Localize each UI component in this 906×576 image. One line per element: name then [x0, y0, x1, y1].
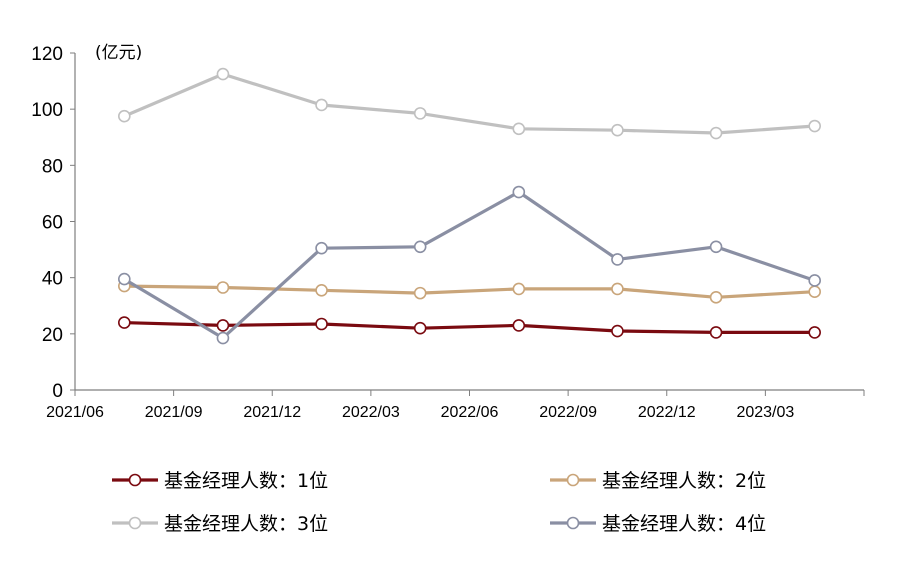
- x-tick-label: 2022/09: [539, 404, 597, 421]
- data-point: [611, 253, 624, 266]
- y-tick-label: 20: [42, 325, 63, 346]
- series-line: [124, 284, 815, 299]
- chart-axes: 0 20 40 60 80 100 120 2021/06 2021/09 2021/12 2022…: [31, 44, 865, 421]
- x-tick-label: 2022/06: [441, 404, 499, 421]
- data-point: [216, 331, 230, 345]
- data-point: [315, 98, 328, 112]
- x-tick-label: 2021/09: [145, 404, 203, 421]
- data-point: [512, 282, 526, 296]
- data-point: [413, 286, 427, 300]
- data-point: [611, 324, 624, 338]
- legend-label: 基金经理人数：1位: [164, 470, 328, 492]
- y-tick-label: 0: [52, 381, 63, 402]
- series-3: [118, 67, 821, 140]
- x-tick-label: 2021/12: [243, 404, 301, 421]
- legend-swatch-marker: [128, 473, 142, 487]
- x-tick-label: 2022/12: [638, 404, 696, 421]
- data-point: [808, 119, 821, 133]
- legend-item: 基金经理人数：1位: [112, 470, 328, 492]
- legend-swatch-marker: [566, 516, 580, 530]
- data-point: [413, 107, 427, 120]
- y-axis-unit-label: (亿元): [95, 43, 142, 63]
- data-point: [808, 326, 821, 339]
- data-point: [808, 274, 821, 287]
- data-point: [315, 317, 328, 331]
- series-4: [118, 185, 821, 345]
- data-point: [709, 326, 723, 339]
- y-tick-label: 40: [42, 269, 63, 290]
- data-point: [413, 240, 427, 254]
- y-tick-label: 80: [42, 156, 63, 177]
- data-point: [216, 67, 230, 81]
- data-point: [216, 281, 230, 294]
- data-point: [709, 291, 723, 304]
- data-point: [216, 319, 230, 332]
- data-point: [512, 319, 526, 332]
- x-tick-label: 2023/03: [736, 404, 794, 421]
- data-point: [611, 123, 624, 137]
- data-point: [709, 240, 723, 254]
- data-point: [315, 284, 328, 297]
- data-point: [808, 285, 821, 299]
- data-point: [315, 241, 328, 255]
- data-point: [512, 185, 526, 199]
- data-point: [118, 109, 131, 123]
- x-tick-label: 2022/03: [342, 404, 400, 421]
- legend-swatch-marker: [566, 473, 580, 487]
- series-line: [123, 190, 816, 340]
- legend-item: 基金经理人数：2位: [550, 470, 766, 492]
- series-2: [118, 279, 821, 304]
- legend-label: 基金经理人数：4位: [602, 513, 766, 535]
- data-point: [709, 126, 723, 140]
- data-point: [413, 321, 427, 335]
- data-point: [512, 122, 526, 136]
- y-tick-label: 120: [31, 44, 63, 65]
- data-point: [118, 272, 131, 286]
- y-tick-label: 100: [31, 100, 63, 121]
- data-point: [118, 316, 131, 329]
- chart-series: [118, 67, 821, 345]
- data-point: [611, 282, 624, 296]
- legend-item: 基金经理人数：4位: [550, 513, 766, 535]
- series-line: [123, 72, 815, 135]
- legend-label: 基金经理人数：3位: [164, 513, 328, 535]
- y-tick-label: 60: [42, 213, 63, 234]
- legend-label: 基金经理人数：2位: [602, 470, 766, 492]
- legend-item: 基金经理人数：3位: [112, 513, 328, 535]
- legend-swatch-marker: [128, 516, 142, 530]
- x-tick-label: 2021/06: [46, 404, 104, 421]
